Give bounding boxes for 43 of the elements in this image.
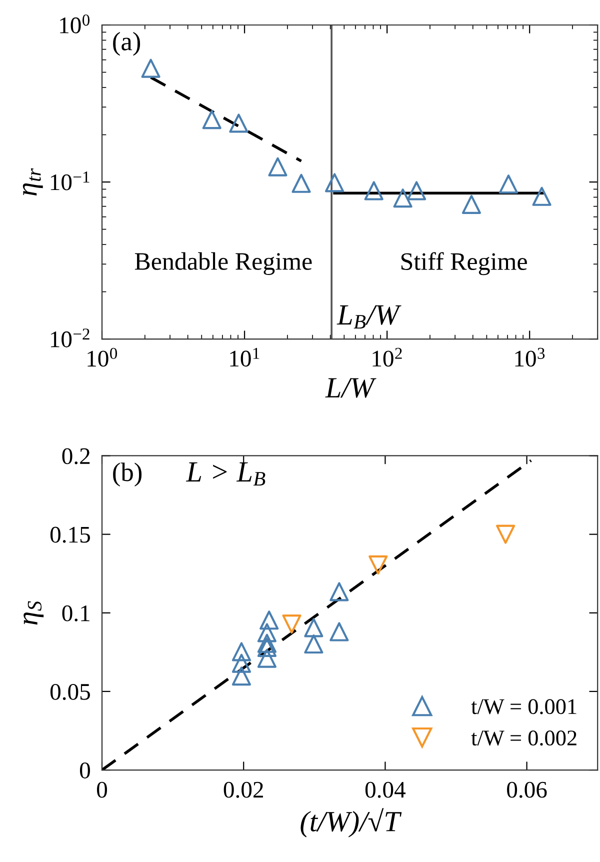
point — [232, 654, 252, 673]
annotation: (b) — [113, 462, 142, 487]
legend-label: t/W = 0.002 — [471, 730, 576, 746]
x-tick-label: 0.04 — [365, 782, 406, 798]
y-tick-label: 0.1 — [62, 605, 90, 622]
point — [368, 555, 388, 575]
point — [232, 642, 252, 662]
x-tick-label: 0 — [96, 782, 108, 798]
point — [232, 666, 252, 686]
y-tick-label: 0.15 — [50, 526, 90, 543]
point — [304, 618, 324, 638]
x-tick-label: 10$^{3}$ — [515, 348, 545, 367]
y-axis-title: η$_{S}$ — [24, 601, 44, 625]
x-tick-label: 10$^{0}$ — [88, 348, 118, 367]
ref-line-label: L$_{B}$/W — [336, 305, 402, 329]
point — [257, 638, 277, 658]
y-tick-label: 10$^{−1}$ — [50, 172, 90, 190]
legend-label: t/W = 0.001 — [471, 699, 576, 714]
x-tick-label: 0.06 — [507, 782, 547, 798]
point — [282, 614, 302, 634]
y-axis-title: η$_{tr}$ — [22, 168, 43, 196]
y-tick-label: 0.2 — [62, 448, 90, 464]
point — [330, 582, 349, 602]
y-tick-label: 10$^{0}$ — [60, 14, 90, 34]
point — [257, 623, 277, 642]
point — [330, 622, 349, 642]
point — [257, 634, 277, 653]
x-tick-label: 10$^{2}$ — [372, 348, 402, 367]
annotation: (a) — [113, 32, 140, 56]
y-tick-label: 10$^{−2}$ — [50, 328, 90, 348]
annotation: Stiff Regime — [401, 252, 527, 276]
point — [260, 610, 279, 630]
x-tick-label: 10$^{1}$ — [230, 348, 260, 367]
x-tick-label: 0.02 — [224, 782, 263, 798]
point — [304, 634, 324, 654]
annotation: Bendable Regime — [134, 252, 312, 276]
point — [496, 524, 516, 544]
annotation: L > L$_{B}$ — [186, 462, 266, 486]
y-tick-label: 0 — [80, 762, 90, 778]
x-axis-title: (t/W)/√T — [300, 808, 402, 838]
point — [257, 648, 277, 668]
x-axis-title: L/W — [325, 378, 376, 398]
y-tick-label: 0.05 — [50, 684, 90, 700]
